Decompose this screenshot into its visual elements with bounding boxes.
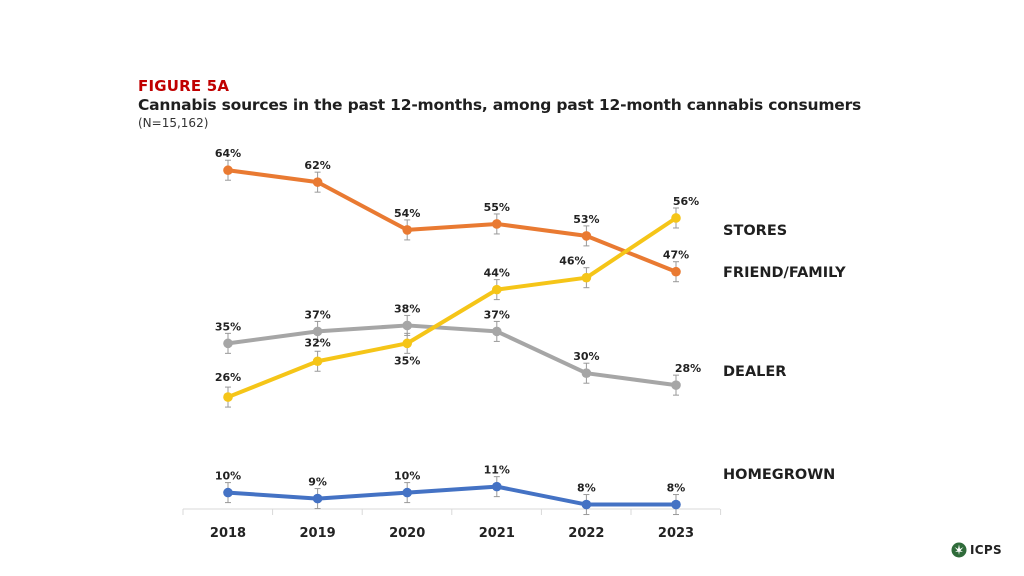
- data-label-homegrown-2022: 8%: [577, 482, 596, 495]
- data-point-friend-family-2021: [492, 219, 502, 229]
- series-line-dealer: [226, 323, 678, 388]
- data-point-homegrown-2020: [402, 487, 413, 498]
- data-point-dealer-2022: [581, 368, 592, 379]
- series-line-homegrown: [226, 484, 678, 507]
- data-label-stores-2022: 46%: [559, 255, 585, 268]
- data-point-stores-2021: [492, 284, 502, 295]
- x-tick-label-2019: 2019: [300, 526, 336, 541]
- data-point-dealer-2018: [223, 338, 233, 349]
- data-label-stores-2020: 35%: [394, 354, 420, 367]
- data-label-friend-family-2021: 55%: [484, 201, 510, 214]
- x-tick-label-2018: 2018: [210, 526, 246, 541]
- data-label-stores-2018: 26%: [215, 371, 241, 384]
- data-label-homegrown-2023: 8%: [667, 482, 686, 495]
- x-tick-label-2023: 2023: [658, 526, 694, 541]
- data-label-friend-family-2020: 54%: [394, 207, 420, 220]
- data-point-homegrown-2023: [671, 499, 681, 510]
- data-label-friend-family-2019: 62%: [304, 159, 330, 172]
- data-point-stores-2018: [223, 392, 233, 402]
- x-tick-label-2020: 2020: [389, 526, 425, 541]
- data-point-dealer-2021: [492, 326, 502, 337]
- data-label-stores-2021: 44%: [484, 267, 510, 280]
- data-point-stores-2020: [402, 338, 413, 349]
- data-label-homegrown-2021: 11%: [484, 464, 510, 477]
- data-label-stores-2019: 32%: [304, 336, 330, 349]
- x-tick-label-2021: 2021: [479, 526, 515, 541]
- data-label-dealer-2019: 37%: [304, 308, 330, 321]
- data-point-friend-family-2020: [402, 225, 413, 235]
- data-label-friend-family-2018: 64%: [215, 147, 241, 160]
- data-point-homegrown-2019: [312, 493, 323, 504]
- data-label-dealer-2018: 35%: [215, 320, 241, 333]
- data-point-friend-family-2023: [671, 266, 681, 277]
- icps-logo: ICPS: [951, 542, 1002, 558]
- data-point-stores-2023: [671, 213, 681, 223]
- data-point-homegrown-2018: [223, 487, 233, 498]
- data-point-friend-family-2018: [223, 165, 233, 176]
- x-tick-label-2022: 2022: [568, 526, 604, 541]
- data-label-dealer-2023: 28%: [675, 362, 701, 375]
- data-label-stores-2023: 56%: [673, 195, 699, 208]
- data-label-dealer-2022: 30%: [573, 350, 599, 363]
- series-line-stores: [226, 215, 678, 400]
- data-point-dealer-2023: [671, 380, 681, 390]
- data-point-stores-2022: [581, 272, 592, 283]
- data-label-homegrown-2018: 10%: [215, 470, 241, 483]
- figure-label: FIGURE 5A: [138, 77, 230, 95]
- data-point-homegrown-2022: [581, 499, 592, 510]
- series-label-dealer: DEALER: [723, 364, 786, 380]
- data-point-dealer-2020: [402, 320, 413, 331]
- series-label-friend-family: FRIEND/FAMILY: [723, 265, 846, 281]
- data-label-dealer-2020: 38%: [394, 302, 420, 315]
- sample-size: (N=15,162): [138, 116, 209, 130]
- data-point-friend-family-2019: [312, 177, 323, 187]
- data-point-dealer-2019: [312, 326, 323, 337]
- data-label-dealer-2021: 37%: [484, 308, 510, 321]
- data-point-friend-family-2022: [581, 231, 592, 241]
- data-label-homegrown-2020: 10%: [394, 470, 420, 483]
- series-label-homegrown: HOMEGROWN: [723, 467, 835, 483]
- series-line-friend-family: [226, 168, 678, 274]
- cannabis-leaf-icon: [951, 542, 967, 558]
- data-point-homegrown-2021: [492, 481, 502, 492]
- logo-text: ICPS: [970, 543, 1002, 557]
- data-label-friend-family-2023: 47%: [663, 249, 689, 262]
- data-label-friend-family-2022: 53%: [573, 213, 599, 226]
- data-label-homegrown-2019: 9%: [308, 476, 327, 489]
- data-point-stores-2019: [312, 356, 323, 367]
- series-label-stores: STORES: [723, 223, 787, 239]
- chart-title: Cannabis sources in the past 12-months, …: [138, 96, 862, 114]
